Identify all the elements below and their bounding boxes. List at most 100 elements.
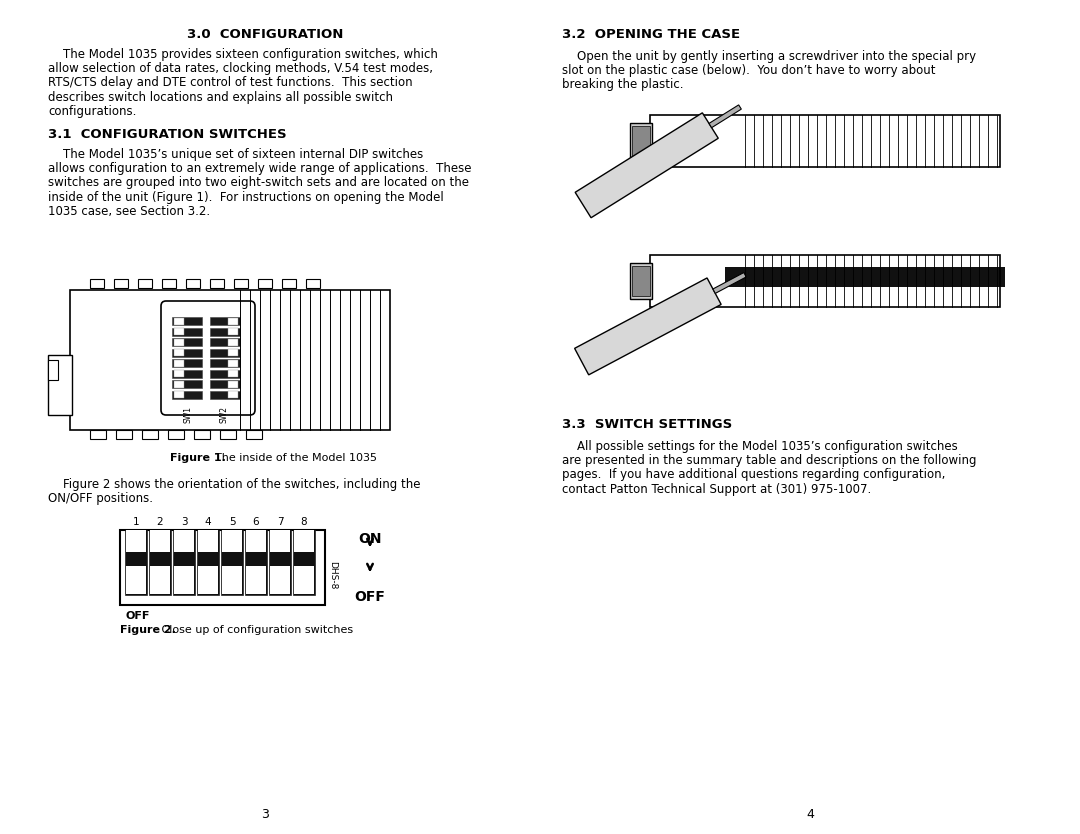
Bar — [222, 566, 242, 594]
Bar — [228, 349, 238, 356]
Text: SW2: SW2 — [219, 406, 229, 423]
Text: describes switch locations and explains all possible switch: describes switch locations and explains … — [48, 91, 393, 103]
Text: 3.2  OPENING THE CASE: 3.2 OPENING THE CASE — [562, 28, 740, 41]
Bar — [725, 268, 1005, 287]
Bar — [228, 318, 238, 324]
Text: 3.3  SWITCH SETTINGS: 3.3 SWITCH SETTINGS — [562, 418, 732, 431]
Bar — [138, 279, 152, 288]
Text: OFF: OFF — [125, 611, 149, 621]
Bar — [174, 530, 194, 552]
Text: OFF: OFF — [354, 590, 386, 604]
Bar — [172, 390, 202, 399]
Bar — [294, 530, 314, 552]
Bar — [198, 566, 218, 594]
Bar — [174, 339, 184, 345]
Text: 4: 4 — [806, 808, 814, 821]
Bar — [174, 359, 184, 366]
Polygon shape — [708, 105, 741, 128]
Text: 5: 5 — [229, 517, 235, 527]
Bar — [630, 123, 652, 159]
Bar — [210, 349, 240, 356]
Bar — [48, 355, 72, 415]
Text: 2: 2 — [157, 517, 163, 527]
Bar — [150, 566, 170, 594]
Text: 3: 3 — [180, 517, 187, 527]
Text: The inside of the Model 1035: The inside of the Model 1035 — [208, 453, 377, 463]
Bar — [221, 530, 243, 595]
Text: configurations.: configurations. — [48, 105, 136, 118]
Bar — [650, 115, 1000, 167]
Text: ON/OFF positions.: ON/OFF positions. — [48, 492, 153, 505]
Bar — [172, 359, 202, 367]
Text: breaking the plastic.: breaking the plastic. — [562, 78, 684, 92]
Bar — [210, 328, 240, 335]
Text: Figure 1.: Figure 1. — [170, 453, 226, 463]
Text: 6: 6 — [253, 517, 259, 527]
Bar — [186, 279, 200, 288]
Text: Open the unit by gently inserting a screwdriver into the special pry: Open the unit by gently inserting a scre… — [562, 50, 976, 63]
Bar — [125, 530, 147, 595]
Bar — [174, 349, 184, 356]
Bar — [173, 530, 195, 595]
Bar — [210, 279, 224, 288]
Text: pages.  If you have additional questions regarding configuration,: pages. If you have additional questions … — [562, 469, 945, 481]
Text: 4: 4 — [205, 517, 212, 527]
Bar — [210, 369, 240, 378]
Bar — [174, 318, 184, 324]
Text: allows configuration to an extremely wide range of applications.  These: allows configuration to an extremely wid… — [48, 162, 472, 175]
Text: All possible settings for the Model 1035’s configuration switches: All possible settings for the Model 1035… — [562, 440, 958, 453]
FancyBboxPatch shape — [161, 301, 255, 415]
Bar — [90, 430, 106, 439]
Bar — [114, 279, 129, 288]
Polygon shape — [575, 278, 721, 374]
Text: DHS-8: DHS-8 — [328, 561, 337, 590]
Polygon shape — [713, 273, 746, 294]
Bar — [632, 126, 650, 156]
Text: 8: 8 — [300, 517, 308, 527]
Bar — [228, 391, 238, 398]
Text: 3: 3 — [261, 808, 269, 821]
Bar — [150, 530, 170, 552]
Bar — [246, 430, 262, 439]
Bar — [306, 279, 320, 288]
Bar — [228, 380, 238, 388]
Bar — [120, 530, 325, 605]
Bar — [228, 328, 238, 335]
Bar — [293, 530, 315, 595]
Bar — [246, 530, 266, 552]
Bar — [168, 430, 184, 439]
Bar — [126, 566, 146, 594]
Bar — [234, 279, 248, 288]
Bar — [174, 391, 184, 398]
Bar — [194, 430, 210, 439]
Bar — [172, 317, 202, 325]
Text: inside of the unit (Figure 1).  For instructions on opening the Model: inside of the unit (Figure 1). For instr… — [48, 191, 444, 203]
Bar — [172, 338, 202, 346]
Bar — [172, 380, 202, 388]
Bar — [220, 430, 237, 439]
Text: contact Patton Technical Support at (301) 975-1007.: contact Patton Technical Support at (301… — [562, 483, 872, 495]
Bar — [222, 530, 242, 552]
Text: are presented in the summary table and descriptions on the following: are presented in the summary table and d… — [562, 455, 976, 467]
Text: The Model 1035 provides sixteen configuration switches, which: The Model 1035 provides sixteen configur… — [48, 48, 437, 61]
Bar — [210, 390, 240, 399]
Bar — [246, 566, 266, 594]
Bar — [141, 430, 158, 439]
Bar — [228, 370, 238, 377]
Bar — [245, 530, 267, 595]
Text: allow selection of data rates, clocking methods, V.54 test modes,: allow selection of data rates, clocking … — [48, 63, 433, 75]
Text: Figure 2 shows the orientation of the switches, including the: Figure 2 shows the orientation of the sw… — [48, 478, 420, 491]
Text: slot on the plastic case (below).  You don’t have to worry about: slot on the plastic case (below). You do… — [562, 64, 935, 78]
Bar — [282, 279, 296, 288]
Bar — [162, 279, 176, 288]
Bar — [650, 255, 1000, 307]
Bar — [270, 530, 291, 552]
Bar — [70, 290, 390, 430]
Bar — [48, 360, 58, 380]
Bar — [174, 380, 184, 388]
Bar — [210, 338, 240, 346]
Text: The Model 1035’s unique set of sixteen internal DIP switches: The Model 1035’s unique set of sixteen i… — [48, 148, 423, 161]
Bar — [228, 339, 238, 345]
Text: SW1: SW1 — [184, 406, 192, 423]
Bar — [294, 566, 314, 594]
